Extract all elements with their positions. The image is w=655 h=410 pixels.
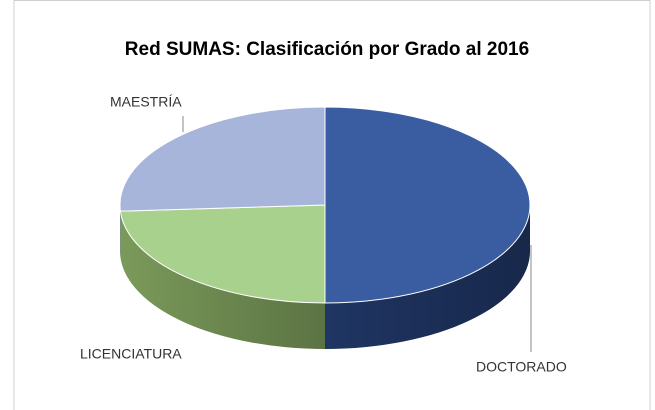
- chart-title: Red SUMAS: Clasificación por Grado al 20…: [125, 39, 529, 60]
- slice-label: MAESTRÍA: [110, 94, 182, 110]
- slice-side-shade: [325, 205, 530, 349]
- slice: [324, 106, 531, 304]
- slice: [119, 204, 326, 304]
- slice-label: DOCTORADO: [476, 359, 567, 375]
- slice-side-shade: [120, 211, 326, 349]
- pie: [119, 106, 531, 349]
- slice-label: LICENCIATURA: [80, 346, 182, 362]
- slice: [119, 106, 326, 212]
